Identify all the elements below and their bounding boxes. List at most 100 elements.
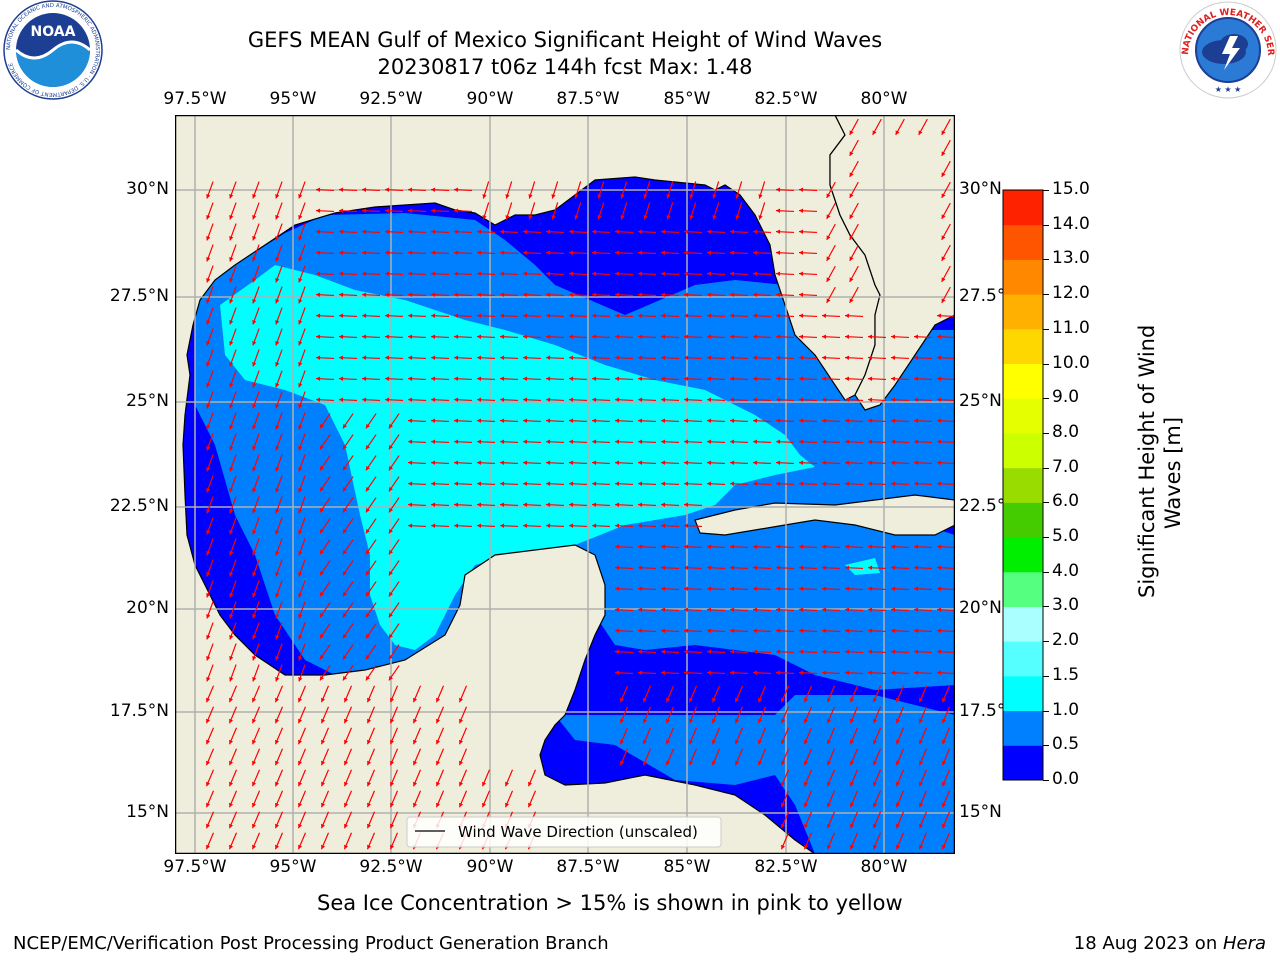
wave-direction-arrowhead xyxy=(229,382,234,388)
wave-direction-arrowhead xyxy=(365,423,370,429)
wave-direction-arrowhead xyxy=(367,823,372,829)
wave-direction-arrowhead xyxy=(661,313,666,318)
wave-direction-arrowhead xyxy=(707,586,712,591)
wave-direction-arrowhead xyxy=(431,418,436,423)
wave-direction-arrowhead xyxy=(459,718,464,724)
wave-direction-arrowhead xyxy=(408,460,413,465)
wave-direction-arrowhead xyxy=(388,486,393,492)
wave-direction-arrowhead xyxy=(206,592,211,598)
wave-direction-arrowhead xyxy=(252,613,257,619)
wave-direction-arrowhead xyxy=(707,334,712,339)
wave-direction-arrowhead xyxy=(753,334,758,339)
lon-label-bottom: 90°W xyxy=(466,857,514,877)
wave-direction-arrowhead xyxy=(500,397,505,402)
wave-direction-arrowhead xyxy=(569,523,574,528)
wave-direction-arrowhead xyxy=(638,481,643,486)
wave-direction-arrowhead xyxy=(523,334,528,339)
wave-direction-arrowhead xyxy=(712,718,717,724)
wave-direction-arrowhead xyxy=(319,633,324,639)
wave-direction-arrowhead xyxy=(298,361,303,367)
wave-direction-arrowhead xyxy=(873,781,878,787)
wave-direction-arrowhead xyxy=(661,439,666,444)
wave-direction-arrowhead xyxy=(298,802,303,808)
wave-direction-arrowhead xyxy=(342,612,347,618)
wave-direction-arrowhead xyxy=(730,250,735,255)
wave-direction-arrowhead xyxy=(615,229,620,234)
wave-direction-arrowhead xyxy=(408,397,413,402)
wave-direction-arrowhead xyxy=(845,586,850,591)
colorbar-tick-label: 13.0 xyxy=(1052,248,1090,269)
wave-direction-arrowhead xyxy=(459,739,464,745)
wave-direction-arrowhead xyxy=(431,502,436,507)
wave-direction-arrowhead xyxy=(689,718,694,724)
wave-direction-arrowhead xyxy=(684,649,689,654)
wave-direction-arrowhead xyxy=(827,802,832,808)
wave-direction-arrowhead xyxy=(937,439,942,444)
wave-direction-arrowhead xyxy=(275,697,280,703)
wave-direction-arrowhead xyxy=(339,355,344,360)
lat-label-right: 15°N xyxy=(959,802,1002,822)
wave-direction-arrowhead xyxy=(275,613,280,619)
wave-direction-arrowhead xyxy=(505,194,510,199)
wave-direction-arrowhead xyxy=(298,697,303,703)
wave-direction-arrowhead xyxy=(753,607,758,612)
wave-direction-arrowhead xyxy=(319,549,324,555)
wave-direction-arrowhead xyxy=(799,628,804,633)
wave-direction-arrowhead xyxy=(592,334,597,339)
wave-direction-arrowhead xyxy=(776,250,781,255)
wave-direction-arrowhead xyxy=(937,649,942,654)
wave-direction-arrowhead xyxy=(413,718,418,724)
wave-direction-arrowhead xyxy=(776,313,781,318)
wave-direction-arrowhead xyxy=(275,823,280,829)
lon-label-top: 92.5°W xyxy=(359,89,423,109)
wave-direction-arrowhead xyxy=(776,271,781,276)
wave-direction-arrowhead xyxy=(252,193,257,199)
wave-direction-arrowhead xyxy=(850,823,855,829)
wave-direction-arrowhead xyxy=(615,523,620,528)
wave-direction-arrowhead xyxy=(454,481,459,486)
wave-direction-arrowhead xyxy=(638,292,643,297)
wave-direction-arrowhead xyxy=(891,481,896,486)
wave-direction-arrowhead xyxy=(385,208,390,213)
wave-direction-arrowhead xyxy=(505,215,510,220)
wave-direction-arrowhead xyxy=(388,570,393,576)
wave-direction-arrowhead xyxy=(684,544,689,549)
wave-direction-arrowhead xyxy=(206,697,211,703)
wave-direction-arrowhead xyxy=(365,465,370,471)
wave-direction-arrowhead xyxy=(546,334,551,339)
wave-direction-arrowhead xyxy=(896,823,901,829)
wave-direction-arrowhead xyxy=(344,844,349,850)
wave-direction-arrowhead xyxy=(615,292,620,297)
wave-direction-arrowhead xyxy=(229,445,234,451)
wave-direction-arrowhead xyxy=(845,460,850,465)
wave-direction-arrowhead xyxy=(477,439,482,444)
wave-direction-arrowhead xyxy=(868,565,873,570)
colorbar-tick-mark xyxy=(1043,641,1049,643)
colorbar-tick-mark xyxy=(1043,259,1049,261)
colorbar-tick-label: 1.0 xyxy=(1052,699,1080,720)
wave-direction-arrowhead xyxy=(569,460,574,465)
wave-direction-arrowhead xyxy=(390,760,395,766)
wave-direction-arrowhead xyxy=(735,215,740,220)
wave-direction-arrowhead xyxy=(707,460,712,465)
wave-direction-arrowhead xyxy=(523,418,528,423)
legend-box: Wind Wave Direction (unscaled) xyxy=(406,816,722,848)
wave-direction-arrowhead xyxy=(316,271,321,276)
wave-direction-arrowhead xyxy=(229,781,234,787)
wave-direction-arrowhead xyxy=(914,418,919,423)
colorbar-tick-mark xyxy=(1043,675,1049,677)
wave-direction-arrowhead xyxy=(385,355,390,360)
wave-direction-arrowhead xyxy=(365,486,370,492)
wave-direction-arrowhead xyxy=(868,649,873,654)
wave-direction-arrowhead xyxy=(914,628,919,633)
wave-direction-arrowhead xyxy=(528,194,533,199)
wave-direction-arrowhead xyxy=(868,397,873,402)
wave-direction-arrowhead xyxy=(799,670,804,675)
wave-direction-arrowhead xyxy=(643,739,648,745)
wave-direction-arrowhead xyxy=(505,802,510,808)
lon-label-top: 87.5°W xyxy=(556,89,620,109)
wave-direction-arrowhead xyxy=(206,823,211,829)
wave-direction-arrowhead xyxy=(822,607,827,612)
wave-direction-arrowhead xyxy=(822,439,827,444)
wave-direction-arrowhead xyxy=(592,418,597,423)
